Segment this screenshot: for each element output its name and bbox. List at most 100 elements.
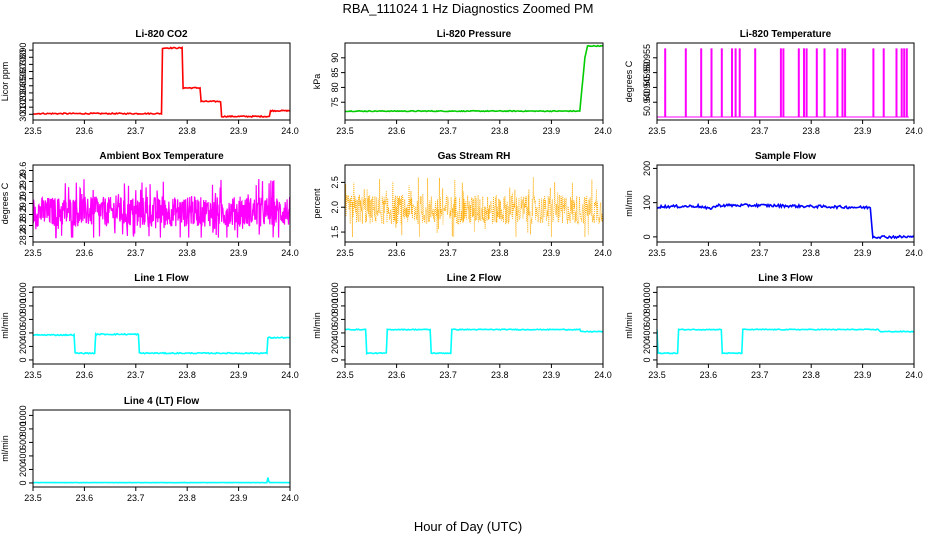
y-tick-label: 200 bbox=[642, 161, 652, 176]
y-tick-label: 200 bbox=[18, 339, 28, 354]
y-axis-label: degrees C bbox=[0, 182, 10, 224]
y-tick-label: 75 bbox=[330, 97, 340, 107]
y-axis-label: ml/min bbox=[312, 312, 322, 339]
y-tick-label: 0 bbox=[18, 357, 28, 362]
y-tick-label: 320 bbox=[18, 93, 28, 108]
x-tick-label: 24.0 bbox=[281, 248, 299, 258]
x-tick-label: 23.9 bbox=[230, 126, 248, 136]
y-tick-label: 200 bbox=[18, 462, 28, 477]
plot-frame bbox=[32, 286, 291, 365]
panel-10: Line 4 (LT) Flow ml/min 23.5 23.6 23.7 23.8 23… bbox=[0, 396, 299, 503]
plot-frame bbox=[32, 409, 291, 488]
x-tick-label: 23.7 bbox=[751, 248, 769, 258]
panel-4: Ambient Box Temperature degrees C 23.5 23.6… bbox=[0, 151, 299, 258]
y-axis-label: kPa bbox=[312, 74, 322, 90]
y-tick-label: 370 bbox=[18, 57, 28, 72]
x-tick-label: 24.0 bbox=[594, 248, 612, 258]
y-tick-label: 350 bbox=[18, 71, 28, 86]
panel-8: Line 2 Flow ml/min 23.5 23.6 23.7 23.8 23.9 24.… bbox=[312, 273, 612, 380]
series-line bbox=[345, 328, 603, 355]
x-tick-label: 23.8 bbox=[178, 126, 196, 136]
series-points bbox=[345, 177, 603, 238]
y-tick-label: 50.950 bbox=[642, 59, 652, 87]
x-tick-label: 23.5 bbox=[336, 370, 354, 380]
x-tick-label: 24.0 bbox=[905, 248, 923, 258]
y-tick-label: 29.2 bbox=[18, 184, 28, 202]
x-tick-label: 23.7 bbox=[439, 370, 457, 380]
y-tick-label: 800 bbox=[18, 421, 28, 436]
x-tick-label: 23.9 bbox=[854, 370, 872, 380]
y-tick-label: 600 bbox=[18, 435, 28, 450]
x-tick-label: 23.6 bbox=[700, 126, 718, 136]
y-axis-label: percent bbox=[312, 188, 322, 219]
x-tick-label: 23.8 bbox=[491, 248, 509, 258]
panel-title: Line 3 Flow bbox=[758, 273, 813, 284]
plot-area bbox=[657, 48, 909, 118]
x-tick-label: 24.0 bbox=[594, 370, 612, 380]
x-tick-label: 23.6 bbox=[76, 370, 94, 380]
y-axis-label: ml/min bbox=[624, 312, 634, 339]
x-tick-label: 23.8 bbox=[178, 493, 196, 503]
plot-frame bbox=[344, 164, 604, 243]
panel-title: Ambient Box Temperature bbox=[99, 151, 224, 162]
x-tick-label: 23.8 bbox=[178, 370, 196, 380]
plot-area bbox=[345, 177, 603, 238]
y-tick-label: 390 bbox=[18, 43, 28, 58]
y-axis-label: degrees C bbox=[624, 60, 634, 102]
panel-title: Line 4 (LT) Flow bbox=[124, 396, 200, 407]
x-tick-label: 24.0 bbox=[281, 126, 299, 136]
x-tick-label: 23.9 bbox=[854, 126, 872, 136]
x-tick-label: 24.0 bbox=[281, 493, 299, 503]
x-tick-label: 23.9 bbox=[230, 370, 248, 380]
panel-title: Line 2 Flow bbox=[447, 273, 502, 284]
y-tick-label: 100 bbox=[642, 195, 652, 210]
plot-area bbox=[657, 328, 914, 355]
y-tick-label: 50.945 bbox=[642, 74, 652, 102]
y-tick-label: 800 bbox=[330, 298, 340, 313]
y-tick-label: 28.6 bbox=[18, 217, 28, 235]
y-tick-label: 28.8 bbox=[18, 206, 28, 224]
y-tick-label: 360 bbox=[18, 64, 28, 79]
x-tick-label: 23.6 bbox=[388, 126, 406, 136]
x-tick-label: 23.5 bbox=[24, 126, 42, 136]
plot-area bbox=[33, 477, 290, 484]
y-tick-label: 80 bbox=[330, 82, 340, 92]
panel-title: Li-820 CO2 bbox=[135, 29, 188, 40]
series-line bbox=[657, 202, 914, 240]
x-tick-label: 23.9 bbox=[230, 248, 248, 258]
y-tick-label: 200 bbox=[330, 339, 340, 354]
plot-frame bbox=[656, 286, 915, 365]
panels: Li-820 CO2 Licor ppm 23.5 23.6 23.7 23.8 23.9 2… bbox=[0, 29, 923, 503]
series-line bbox=[33, 477, 290, 484]
panel-title: Li-820 Pressure bbox=[437, 29, 512, 40]
y-tick-label: 310 bbox=[18, 100, 28, 115]
x-tick-label: 23.5 bbox=[336, 126, 354, 136]
panel-6: Sample Flow ml/min 23.5 23.6 23.7 23.8 23.9 24.… bbox=[624, 151, 923, 258]
x-tick-label: 23.5 bbox=[648, 248, 666, 258]
x-tick-label: 23.7 bbox=[127, 126, 145, 136]
x-tick-label: 24.0 bbox=[594, 126, 612, 136]
x-tick-label: 23.8 bbox=[491, 370, 509, 380]
x-tick-label: 23.7 bbox=[439, 126, 457, 136]
y-tick-label: 50.940 bbox=[642, 88, 652, 116]
y-tick-label: 200 bbox=[642, 339, 652, 354]
figure-title: RBA_111024 1 Hz Diagnostics Zoomed PM bbox=[343, 1, 594, 16]
y-tick-label: 1.5 bbox=[330, 226, 340, 239]
y-tick-label: 330 bbox=[18, 85, 28, 100]
plot-frame bbox=[656, 42, 915, 121]
y-axis-label: ml/min bbox=[624, 190, 634, 217]
x-tick-label: 23.7 bbox=[439, 248, 457, 258]
series-line bbox=[33, 46, 290, 119]
y-tick-label: 1000 bbox=[642, 282, 652, 302]
x-tick-label: 23.8 bbox=[178, 248, 196, 258]
y-tick-label: 600 bbox=[642, 312, 652, 327]
y-tick-label: 28.4 bbox=[18, 228, 28, 246]
panel-1: Li-820 CO2 Licor ppm 23.5 23.6 23.7 23.8 23.9 2… bbox=[0, 29, 299, 136]
plot-frame bbox=[32, 42, 291, 121]
plot-frame bbox=[656, 164, 915, 243]
x-tick-label: 23.7 bbox=[751, 370, 769, 380]
x-tick-label: 23.6 bbox=[76, 126, 94, 136]
x-tick-label: 23.6 bbox=[700, 248, 718, 258]
panel-2: Li-820 Pressure kPa 23.5 23.6 23.7 23.8 23.9 24… bbox=[312, 29, 612, 136]
y-tick-label: 0 bbox=[18, 480, 28, 485]
